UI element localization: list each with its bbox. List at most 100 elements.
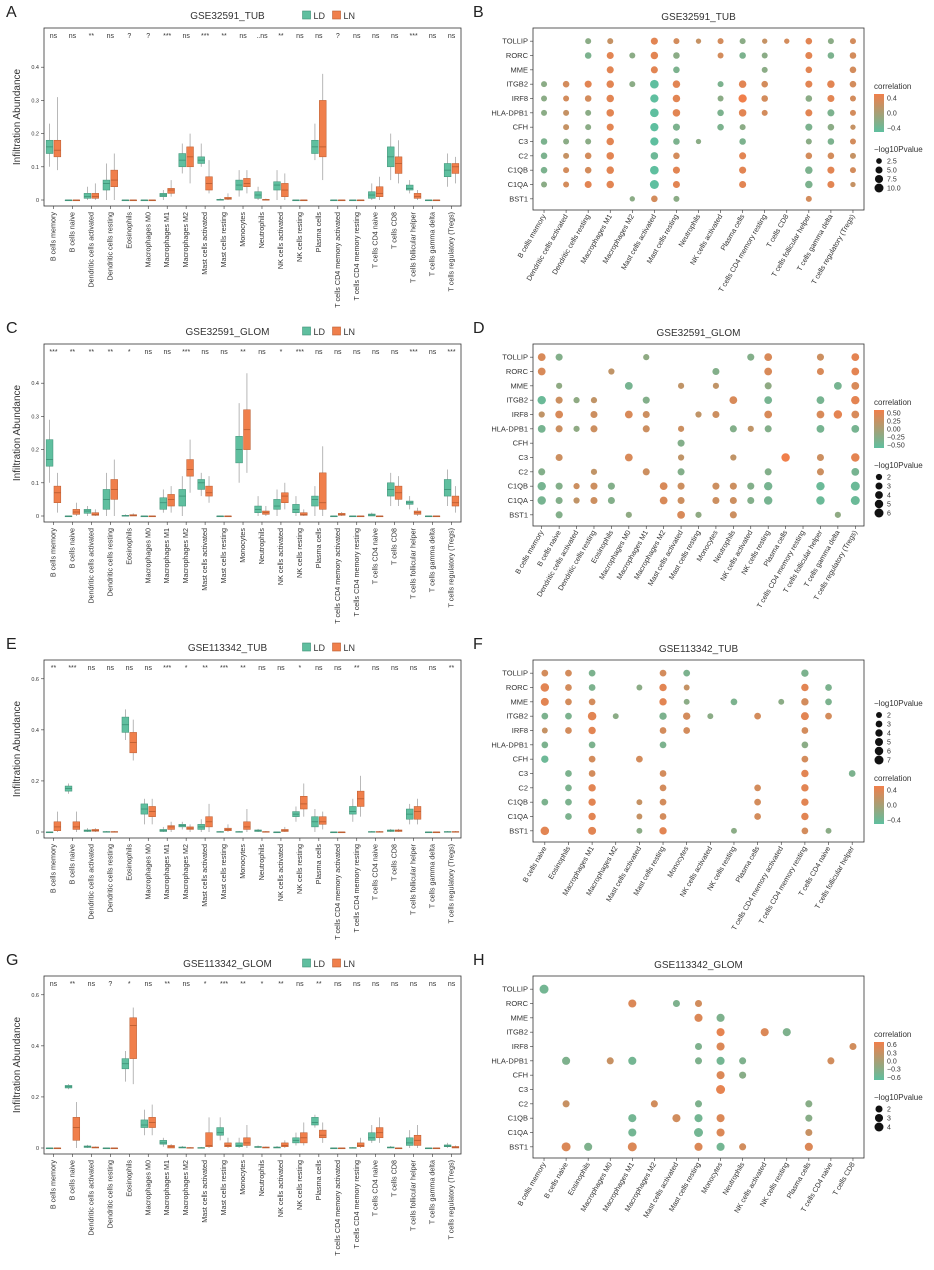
dot-point [563, 181, 570, 188]
plot-frame [43, 975, 462, 1155]
dot-point [606, 123, 614, 131]
dot-point [739, 52, 746, 59]
panel-f: F GSE113342_TUB TOLLIP RORC MME ITGB2 IRF8 HLA-… [467, 632, 934, 948]
dot-point [651, 195, 658, 203]
significance-label: ns [145, 349, 153, 356]
x-tick-label: NK cells resting [295, 1160, 304, 1210]
dot-point [672, 80, 681, 88]
box-ln [413, 806, 422, 820]
significance-label: ** [70, 981, 76, 988]
dot-point [584, 180, 592, 189]
legend-swatch-ln [332, 642, 341, 652]
dot-point [659, 482, 668, 491]
dot-point [659, 741, 667, 749]
boxplot-E: GSE113342_TUB LD LN 0 0.2 0.4 0.6 Infiltration … [12, 642, 462, 940]
dot-point [673, 66, 680, 74]
box-ln [167, 188, 175, 194]
gene-label: MME [511, 697, 529, 706]
x-tick-label: T cells follicular helper [769, 212, 813, 278]
dot-point [731, 827, 737, 834]
dot-point [848, 770, 856, 777]
dot-point [778, 698, 785, 705]
dot-point [628, 999, 637, 1008]
legend-title-size: −log10Pvalue [874, 699, 923, 708]
dot-point [590, 496, 598, 505]
dot-point [606, 66, 614, 74]
box-ln [281, 492, 289, 503]
gene-label: C1QA [508, 496, 528, 505]
dot-point [540, 697, 549, 706]
x-tick-label: Neutrophils [257, 212, 266, 249]
significance-label: ns [50, 981, 58, 988]
significance-label: ns [353, 33, 361, 40]
gene-label: HLA-DPB1 [491, 108, 528, 117]
dot-point [782, 1028, 791, 1037]
size-legend-label: 5.0 [887, 168, 897, 175]
dot-point [712, 482, 720, 490]
significance-label: *** [163, 33, 171, 40]
significance-label: ** [202, 665, 208, 672]
dot-point [565, 727, 572, 734]
y-tick-label: 0 [36, 514, 39, 520]
dot-point [738, 80, 747, 88]
dot-point [716, 1071, 725, 1080]
dot-point [538, 411, 545, 418]
box-ln [72, 1117, 81, 1141]
gene-label: IRF8 [512, 726, 528, 735]
x-tick-label: Dendritic cells resting [105, 528, 114, 596]
panel-letter: D [473, 320, 485, 337]
dot-point [642, 468, 650, 476]
dot-point [816, 410, 825, 419]
gene-label: HLA-DPB1 [491, 740, 528, 749]
dot-point [584, 52, 592, 59]
dot-point [590, 482, 598, 490]
significance-label: * [299, 665, 302, 672]
dot-point [801, 784, 809, 792]
significance-label: ** [51, 665, 57, 672]
boxplot-A: GSE32591_TUB LD LN 0 0.1 0.2 0.3 0.4 Infiltratio… [12, 10, 462, 308]
dot-point [805, 180, 813, 189]
significance-label: ns [410, 665, 418, 672]
significance-label: *** [220, 665, 228, 672]
chart-title: GSE32591_TUB [190, 11, 265, 22]
x-tick-label: B cells naive [67, 212, 76, 252]
dot-point [717, 38, 724, 45]
x-tick-label: Eosinophils [124, 1160, 133, 1197]
dot-point [695, 511, 702, 518]
significance-label: ns [353, 981, 361, 988]
box-ld [140, 1119, 148, 1128]
dot-point [540, 826, 550, 836]
colorbar-tick-label: 0.25 [887, 419, 901, 426]
gene-label: HLA-DPB1 [491, 1056, 528, 1065]
dot-point [834, 511, 841, 518]
dot-point [539, 984, 549, 994]
dot-point [827, 80, 835, 88]
legend-title-size: −log10Pvalue [874, 461, 923, 470]
dot-point [717, 109, 724, 117]
gene-label: RORC [506, 999, 529, 1008]
x-tick-label: T cells CD4 memory resting [352, 844, 361, 933]
dot-point [805, 37, 813, 45]
chart-title: GSE113342_GLOM [654, 960, 743, 971]
legend-label-ld: LD [314, 643, 326, 653]
gene-label: IRF8 [512, 410, 528, 419]
size-legend-label: 6 [887, 511, 891, 518]
panel-b: B GSE32591_TUB TOLLIP RORC MME ITGB2 IRF8 HLA-D… [467, 0, 934, 316]
dot-point [573, 397, 580, 404]
gene-label: ITGB2 [506, 80, 528, 89]
significance-label: ns [201, 349, 209, 356]
dot-point [694, 999, 703, 1008]
dot-point [556, 382, 563, 389]
x-tick-label: T cells CD8 [390, 212, 399, 249]
gene-label: TOLLIP [502, 669, 528, 678]
dot-point [659, 669, 667, 677]
dot-point [541, 727, 548, 734]
x-tick-label: T cells CD8 [830, 1161, 856, 1198]
colorbar-tick-label: −0.25 [887, 434, 905, 441]
dot-point [683, 684, 690, 691]
boxplot-C: GSE32591_GLOM LD LN 0 0.1 0.2 0.3 0.4 Infiltrati… [12, 326, 462, 624]
correlation-colorbar [874, 1042, 884, 1080]
box-ln [300, 795, 308, 810]
gene-label: C3 [518, 1085, 528, 1094]
dot-point [805, 138, 812, 145]
